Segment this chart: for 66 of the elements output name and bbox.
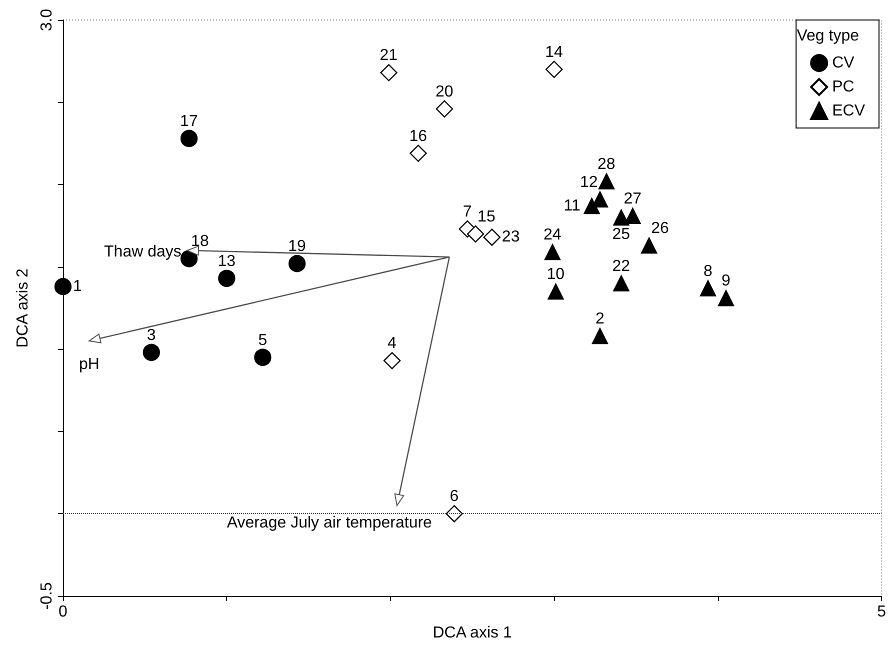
point	[218, 270, 236, 287]
point	[613, 275, 630, 292]
annotation: 2	[595, 310, 604, 328]
x-tick-label: 0	[58, 604, 68, 620]
annotation: 15	[478, 208, 496, 226]
point	[700, 280, 716, 296]
annotation: 1	[73, 278, 82, 296]
annotation: 20	[435, 83, 454, 100]
annotation: 25	[612, 226, 630, 243]
annotation: 22	[612, 258, 630, 275]
annotation: 5	[258, 332, 268, 349]
point	[142, 344, 160, 362]
annotation: 6	[450, 488, 459, 506]
annotation: 4	[388, 335, 397, 352]
annotation: 27	[624, 190, 642, 208]
point	[180, 250, 198, 268]
legend-label: ECV	[832, 102, 866, 120]
point	[613, 209, 630, 226]
point	[288, 254, 306, 272]
annotation: 24	[543, 226, 562, 244]
x-axis-title: DCA axis 1	[432, 624, 512, 642]
point	[718, 290, 734, 306]
annotation: 13	[218, 252, 236, 270]
annotation: 8	[704, 262, 713, 280]
point	[592, 328, 608, 344]
point	[598, 173, 615, 190]
point	[410, 144, 427, 162]
point	[466, 225, 484, 243]
point	[546, 60, 563, 78]
point	[544, 244, 561, 260]
annotation: 9	[722, 272, 731, 290]
annotation: Thaw days	[104, 243, 182, 260]
annotation: 28	[598, 156, 616, 173]
legend-label: CV	[832, 54, 855, 72]
annotation: 26	[651, 220, 669, 237]
annotation: 16	[409, 128, 428, 145]
legend-label: PC	[832, 78, 854, 96]
point	[548, 283, 564, 300]
point	[54, 278, 72, 296]
annotation: 7	[462, 204, 472, 221]
annotation: 12	[580, 174, 598, 191]
legend-title: Veg type	[796, 28, 860, 44]
point	[436, 100, 454, 118]
annotation: 14	[545, 44, 564, 61]
annotation: 18	[191, 233, 209, 250]
annotation: Average July air temperature	[226, 514, 432, 532]
point	[446, 505, 463, 522]
point	[584, 198, 600, 214]
y-axis-title: DCA axis 2	[14, 268, 32, 348]
annotation: 17	[180, 112, 198, 130]
point	[380, 64, 398, 82]
point	[180, 130, 198, 148]
point	[483, 228, 501, 246]
y-tick-label: 3.0	[38, 8, 56, 32]
annotation: pH	[78, 356, 100, 373]
point	[640, 237, 658, 254]
point	[254, 348, 272, 366]
y-tick-label: -0.5	[38, 582, 56, 610]
annotation: 19	[288, 238, 306, 256]
point	[383, 352, 401, 370]
annotation: 10	[546, 266, 565, 284]
point	[624, 208, 641, 224]
annotation: 23	[502, 228, 520, 246]
annotation: 11	[564, 197, 580, 214]
annotation: 3	[146, 326, 156, 344]
annotation: 21	[380, 47, 398, 64]
